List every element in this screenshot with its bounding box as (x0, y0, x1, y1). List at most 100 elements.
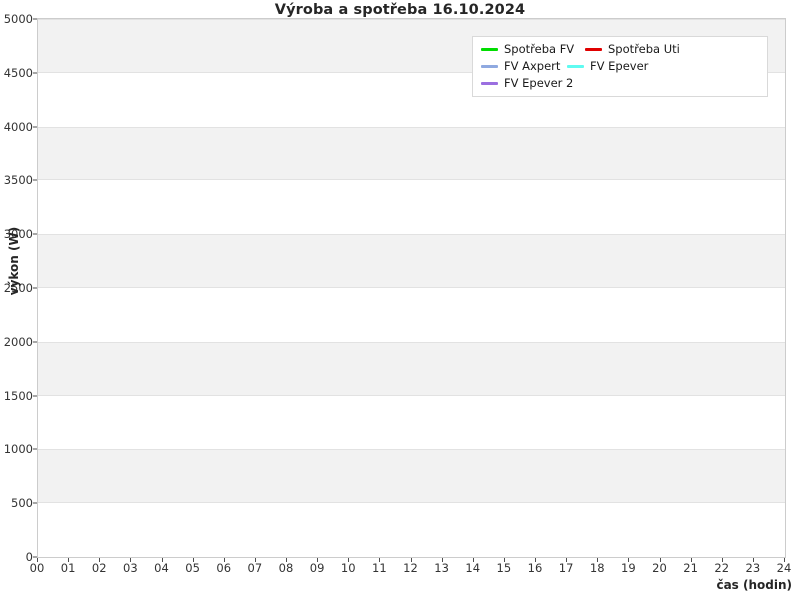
legend-color-swatch (481, 65, 498, 68)
y-tick-label: 2500 (3, 281, 33, 295)
x-tick-label: 20 (652, 561, 667, 575)
plot-band (38, 449, 785, 504)
x-tick-label: 03 (123, 561, 138, 575)
x-tick-label: 22 (714, 561, 730, 575)
y-axis-ticks: 0 500 1000 1500 2000 2500 3000 3500 4000 4500 5000 (0, 13, 37, 563)
x-tick-label: 19 (621, 561, 636, 575)
legend-label: Spotřeba FV (504, 42, 575, 56)
x-tick-label: 23 (745, 561, 761, 575)
x-tick-mark (535, 558, 536, 562)
x-tick-mark (192, 558, 194, 562)
x-tick-mark (752, 558, 754, 562)
legend-label: FV Epever 2 (504, 76, 574, 90)
x-tick-label: 02 (91, 561, 107, 575)
y-tick-label: 4000 (3, 119, 33, 134)
y-tick-mark (33, 18, 37, 20)
y-tick-label: 3500 (3, 173, 33, 188)
x-tick-mark (659, 558, 661, 562)
legend-color-swatch (481, 48, 498, 51)
y-tick-label: 4500 (3, 65, 33, 80)
x-tick-label: 15 (496, 561, 512, 575)
x-tick-label: 04 (154, 561, 169, 575)
x-axis-ticks: 00 01 02 03 04 05 06 07 08 09 10 11 12 13 14 15 16 17 18 19… (30, 561, 792, 580)
x-tick-mark (597, 558, 599, 562)
y-tick-mark (33, 448, 37, 450)
x-axis-title: čas (hodin) (716, 578, 792, 592)
x-tick-label: 18 (589, 561, 605, 575)
legend-label: FV Axpert (504, 59, 561, 73)
chart-title: Výroba a spotřeba 16.10.2024 (274, 2, 526, 18)
y-tick-label: 5000 (3, 12, 33, 26)
x-tick-mark (161, 558, 163, 562)
legend-entry[interactable]: FV Epever 2 (475, 75, 579, 92)
y-tick-mark (33, 179, 37, 181)
y-tick-mark (33, 233, 37, 235)
y-axis-title: výkon (W) (7, 226, 21, 296)
legend-color-swatch (567, 65, 584, 68)
x-tick-mark (37, 558, 38, 562)
x-tick-mark (472, 558, 474, 562)
x-tick-mark (441, 558, 443, 562)
x-tick-mark (784, 558, 785, 562)
x-tick-mark (317, 558, 319, 562)
y-tick-label: 3000 (3, 227, 33, 242)
x-tick-label: 10 (340, 561, 356, 575)
x-tick-mark (690, 558, 692, 562)
plot-band (38, 126, 785, 181)
chart-legend[interactable]: Spotřeba FV Spotřeba Uti FV Axpert FV Epeve… (472, 36, 768, 97)
plot-band (38, 341, 785, 396)
x-tick-label: 14 (465, 561, 481, 575)
x-tick-mark (68, 558, 70, 562)
x-tick-label: 24 (776, 561, 792, 575)
x-tick-mark (348, 558, 350, 562)
legend-entry[interactable]: Spotřeba Uti (579, 41, 683, 58)
y-tick-label: 0 (25, 550, 33, 564)
x-tick-mark (130, 558, 132, 562)
legend-color-swatch (585, 48, 602, 51)
x-tick-mark (223, 558, 225, 562)
x-tick-mark (99, 558, 101, 562)
x-tick-label: 07 (247, 561, 263, 575)
y-tick-label: 2000 (3, 334, 33, 349)
plot-band (38, 234, 785, 288)
x-tick-label: 13 (434, 561, 449, 575)
y-tick-mark (33, 395, 37, 397)
x-tick-mark (628, 558, 630, 562)
legend-entry[interactable]: FV Epever (561, 58, 665, 75)
y-tick-mark (33, 341, 37, 343)
x-tick-label: 12 (403, 561, 418, 575)
legend-color-swatch (481, 82, 498, 85)
x-tick-label: 17 (558, 561, 574, 575)
x-tick-label: 06 (216, 561, 232, 575)
x-tick-label: 11 (372, 561, 387, 575)
y-tick-mark (33, 72, 37, 74)
x-tick-mark (379, 558, 381, 562)
x-tick-label: 00 (29, 561, 45, 575)
y-tick-mark (33, 287, 37, 289)
x-tick-label: 21 (683, 561, 698, 575)
plot-area (37, 18, 786, 558)
y-tick-mark (33, 126, 37, 128)
legend-label: Spotřeba Uti (608, 42, 680, 56)
legend-entry[interactable]: FV Axpert (475, 58, 561, 75)
x-tick-label: 05 (185, 561, 200, 575)
x-tick-mark (721, 558, 723, 562)
x-tick-label: 09 (309, 561, 325, 575)
legend-label: FV Epever (590, 59, 649, 73)
y-tick-label: 1000 (3, 442, 33, 457)
x-tick-mark (286, 558, 287, 562)
x-tick-mark (254, 558, 256, 562)
x-tick-label: 01 (60, 561, 76, 575)
x-tick-mark (410, 558, 412, 562)
legend-entry[interactable]: Spotřeba FV (475, 41, 579, 58)
x-tick-mark (503, 558, 505, 562)
x-tick-label: 08 (278, 561, 294, 575)
x-tick-mark (566, 558, 568, 562)
x-tick-label: 16 (527, 561, 543, 575)
series-svg (38, 19, 785, 557)
y-tick-mark (33, 556, 37, 558)
y-tick-label: 500 (11, 496, 33, 511)
y-tick-mark (33, 502, 37, 504)
y-tick-label: 1500 (3, 388, 33, 403)
